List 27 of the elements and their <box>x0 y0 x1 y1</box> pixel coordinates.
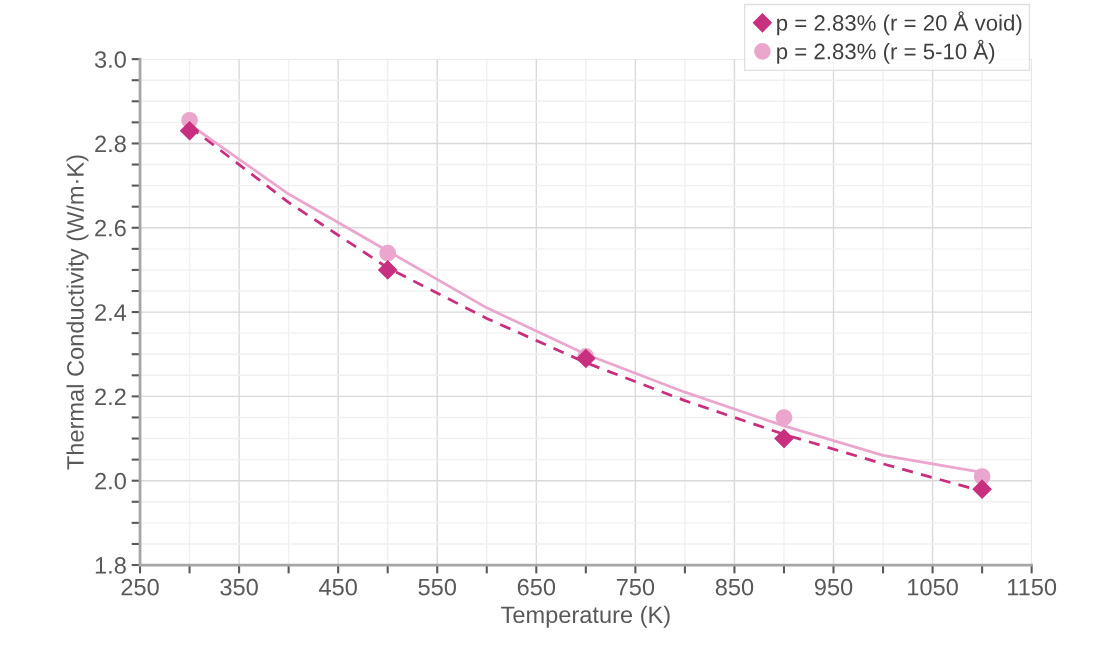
point <box>774 429 794 449</box>
y-tick-label: 3.0 <box>94 51 126 68</box>
y-axis-title: Thermal Conductivity (W/m·K) <box>66 155 89 470</box>
y-tick-label: 2.4 <box>95 304 127 321</box>
point <box>379 244 397 262</box>
legend-label: p = 2.83% (r = 20 Å void) <box>777 11 1022 36</box>
x-tick-label: 850 <box>715 578 754 596</box>
point <box>775 409 793 426</box>
x-tick-label: 950 <box>814 578 853 596</box>
y-tick-label: 2.8 <box>95 135 126 153</box>
y-tick-label: 1.8 <box>95 557 126 574</box>
x-tick-label: 250 <box>121 578 159 596</box>
y-tick-label: 2.6 <box>95 219 126 237</box>
point <box>180 121 200 141</box>
x-axis-title: Temperature (K) <box>501 605 670 628</box>
x-tick-label: 1150 <box>1008 578 1057 596</box>
point <box>972 479 992 499</box>
x-tick-label: 550 <box>418 578 457 596</box>
point <box>378 260 398 280</box>
x-tick-label: 1050 <box>908 578 958 596</box>
x-tick-label: 350 <box>220 578 258 596</box>
y-tick-label: 2.2 <box>95 388 126 405</box>
legend-label: p = 2.83% (r = 5-10 Å) <box>777 39 995 64</box>
x-tick-label: 750 <box>616 578 655 596</box>
x-tick-label: 450 <box>319 578 357 596</box>
y-tick-label: 2.0 <box>95 472 126 490</box>
x-tick-label: 650 <box>517 578 556 596</box>
